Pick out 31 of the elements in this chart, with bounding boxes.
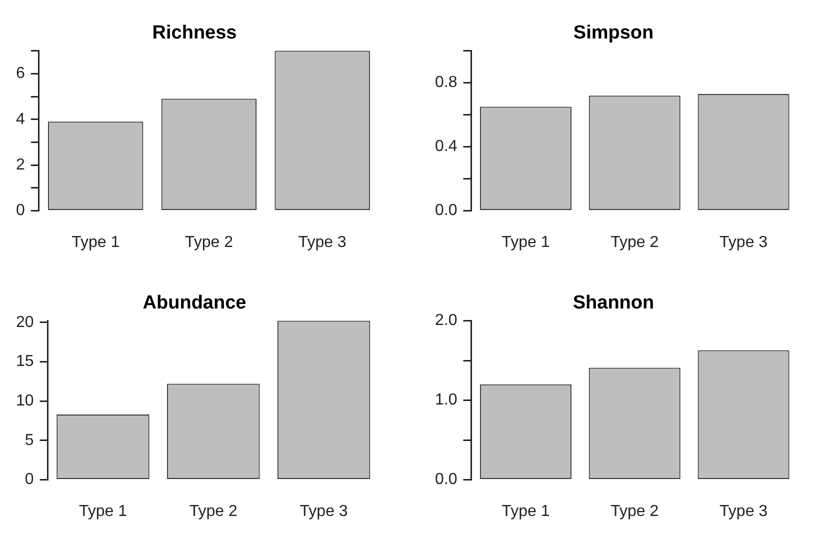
y-tick-label: 1.0 (434, 392, 458, 409)
x-tick-label: Type 3 (720, 502, 768, 520)
y-tick-label: 2.0 (434, 312, 458, 330)
x-tick-label: Type 1 (78, 502, 128, 520)
y-tick-label: 0.0 (434, 471, 458, 488)
chart-title: Richness (152, 22, 237, 44)
y-tick-label: 5 (24, 432, 34, 449)
y-tick-label: 0 (16, 202, 25, 220)
y-tick-label: 20 (16, 314, 34, 331)
x-tick-label: Type 1 (502, 502, 550, 520)
x-tick-label: Type 2 (610, 234, 659, 251)
y-tick-label: 0 (24, 471, 34, 488)
y-tick-label: 4 (16, 110, 25, 128)
y-tick-label: 10 (16, 392, 34, 410)
x-tick-label: Type 3 (720, 234, 768, 251)
y-tick-label: 2 (16, 156, 25, 174)
y-tick-label: 15 (16, 353, 34, 370)
x-tick-label: Type 2 (189, 502, 238, 520)
x-tick-label: Type 3 (300, 502, 348, 520)
y-tick-label: 6 (16, 65, 25, 82)
y-tick-label: 0.0 (434, 202, 458, 220)
y-tick-label: 0.4 (434, 138, 458, 156)
x-tick-label: Type 1 (72, 234, 120, 251)
chart-title: Shannon (572, 292, 654, 314)
x-tick-label: Type 3 (298, 234, 346, 251)
chart-title: Abundance (142, 292, 246, 314)
x-tick-label: Type 2 (610, 502, 659, 520)
y-tick-label: 0.8 (434, 74, 458, 92)
x-tick-label: Type 1 (502, 234, 550, 251)
x-tick-label: Type 2 (184, 234, 234, 251)
chart-title: Simpson (573, 22, 654, 44)
